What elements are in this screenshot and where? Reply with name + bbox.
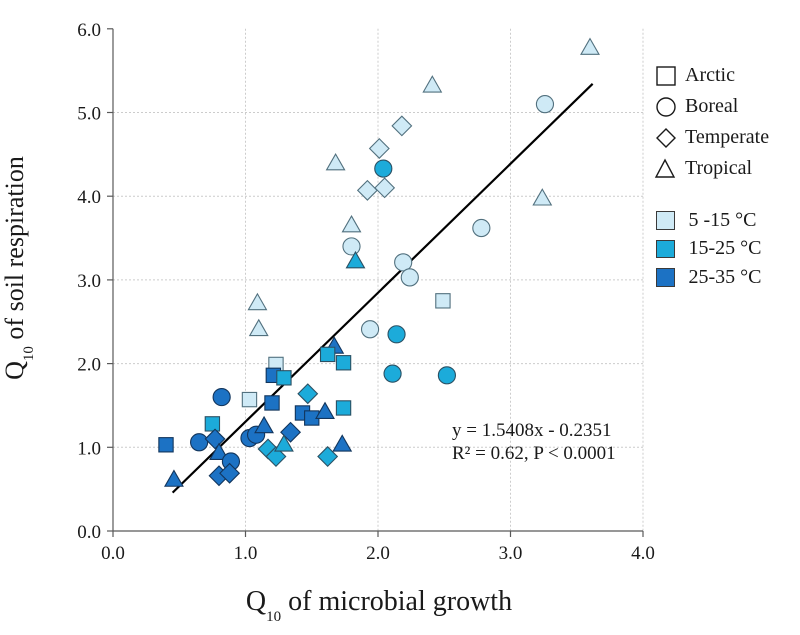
svg-text:4.0: 4.0: [631, 543, 655, 564]
svg-text:2.0: 2.0: [77, 355, 101, 376]
svg-text:2.0: 2.0: [366, 543, 390, 564]
svg-text:3.0: 3.0: [77, 271, 101, 292]
svg-text:3.0: 3.0: [499, 543, 523, 564]
svg-text:0.0: 0.0: [77, 522, 101, 543]
svg-text:6.0: 6.0: [77, 20, 101, 41]
svg-text:1.0: 1.0: [77, 438, 101, 459]
svg-text:4.0: 4.0: [77, 187, 101, 208]
svg-text:1.0: 1.0: [234, 543, 258, 564]
svg-text:5.0: 5.0: [77, 104, 101, 125]
svg-text:0.0: 0.0: [101, 543, 125, 564]
